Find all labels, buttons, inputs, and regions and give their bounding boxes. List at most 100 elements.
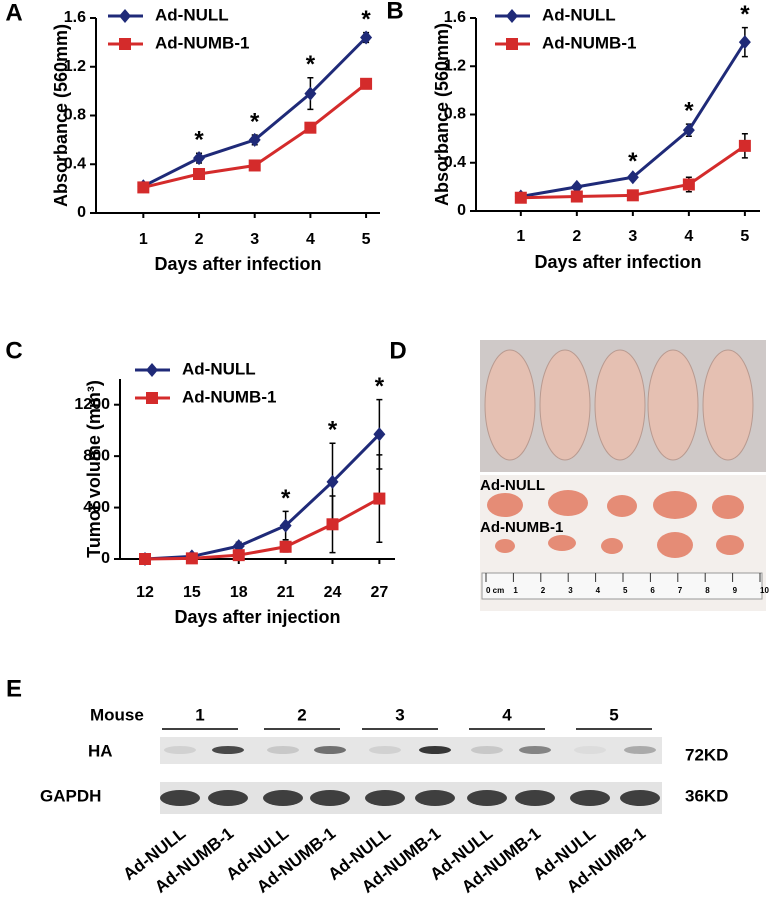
significance-star: * [306,51,316,78]
marker [360,77,373,90]
marker [193,151,206,166]
ruler-label: 7 [678,586,683,595]
band [369,746,401,754]
mouse-number: 4 [502,705,512,724]
photo-label: Ad-NULL [480,477,545,494]
y-axis-title: Absorbance (560mm) [432,23,452,206]
x-tick-label: 4 [306,231,315,248]
x-tick-label: 27 [370,584,388,601]
x-tick-label: 24 [324,584,342,601]
x-tick-label: 21 [277,584,295,601]
mouse-number: 2 [297,705,306,724]
significance-star: * [281,485,291,512]
y-tick-label: 1200 [74,396,110,413]
significance-star: * [361,6,371,33]
marker [626,189,639,202]
marker [738,139,751,152]
x-tick-label: 3 [628,228,637,245]
marker [326,518,339,531]
photo-label: Ad-NUMB-1 [480,519,563,536]
marker [373,492,386,505]
size-label: 36KD [685,786,728,805]
y-tick-label: 1.6 [64,9,86,26]
legend-label: Ad-NULL [542,5,616,24]
band [624,746,656,754]
ruler-label: 6 [650,586,655,595]
x-axis-title: Days after injection [174,607,340,627]
y-tick-label: 400 [83,499,110,516]
x-tick-label: 5 [740,228,749,245]
marker [360,30,373,45]
marker [279,518,292,533]
x-tick-label: 2 [195,231,204,248]
series-line [144,497,381,561]
mouse-label: Mouse [90,705,144,724]
y-axis-title: Tumor volume (mm³) [84,380,104,558]
marker [570,179,583,194]
panel-label: D [389,337,406,364]
marker [506,9,518,23]
y-tick-label: 0.8 [64,107,86,124]
panel-label: A [5,0,22,26]
mice [484,349,754,461]
marker [232,549,245,562]
marker [506,38,518,50]
legend-label: Ad-NUMB-1 [155,33,249,52]
y-tick-label: 0 [101,550,110,567]
band [620,790,660,806]
photo-panel [480,340,766,611]
x-tick-label: 1 [516,228,525,245]
x-tick-label: 4 [684,228,693,245]
y-tick-label: 0.8 [444,106,466,123]
band [574,746,606,754]
band [267,746,299,754]
marker [248,132,261,147]
significance-star: * [684,97,694,124]
ruler-label: 1 [513,586,518,595]
band [310,790,350,806]
ruler-label: 4 [596,586,601,595]
band [415,790,455,806]
marker [304,121,317,134]
y-tick-label: 1.2 [64,58,86,75]
significance-star: * [194,127,204,154]
y-tick-label: 800 [83,447,110,464]
ruler-label: 9 [733,586,738,595]
marker [570,190,583,203]
x-tick-label: 15 [183,584,201,601]
panel-label: E [6,675,22,702]
marker [682,123,695,138]
x-tick-label: 12 [136,584,154,601]
band [164,746,196,754]
marker [146,392,158,404]
ruler-label: 8 [705,586,710,595]
marker [146,363,158,377]
marker [682,178,695,191]
marker [373,427,386,442]
ruler [481,572,763,600]
band [570,790,610,806]
marker [139,553,151,565]
band [515,790,555,806]
tumors [487,490,744,558]
legend-label: Ad-NUMB-1 [182,387,276,406]
significance-star: * [328,417,338,444]
legend-label: Ad-NULL [182,359,256,378]
marker [248,159,261,172]
band [208,790,248,806]
x-axis-title: Days after infection [534,252,701,272]
y-tick-label: 0.4 [444,154,466,171]
panel-label: B [386,0,403,24]
band [365,790,405,806]
y-tick-label: 1.6 [444,9,466,26]
band [419,746,451,754]
marker [185,552,198,565]
marker [304,86,317,101]
mouse-number: 3 [395,705,404,724]
ruler-label: 5 [623,586,628,595]
panel-label: C [5,337,22,364]
marker [738,35,751,50]
band [263,790,303,806]
y-tick-label: 1.2 [444,57,466,74]
x-tick-label: 3 [250,231,259,248]
